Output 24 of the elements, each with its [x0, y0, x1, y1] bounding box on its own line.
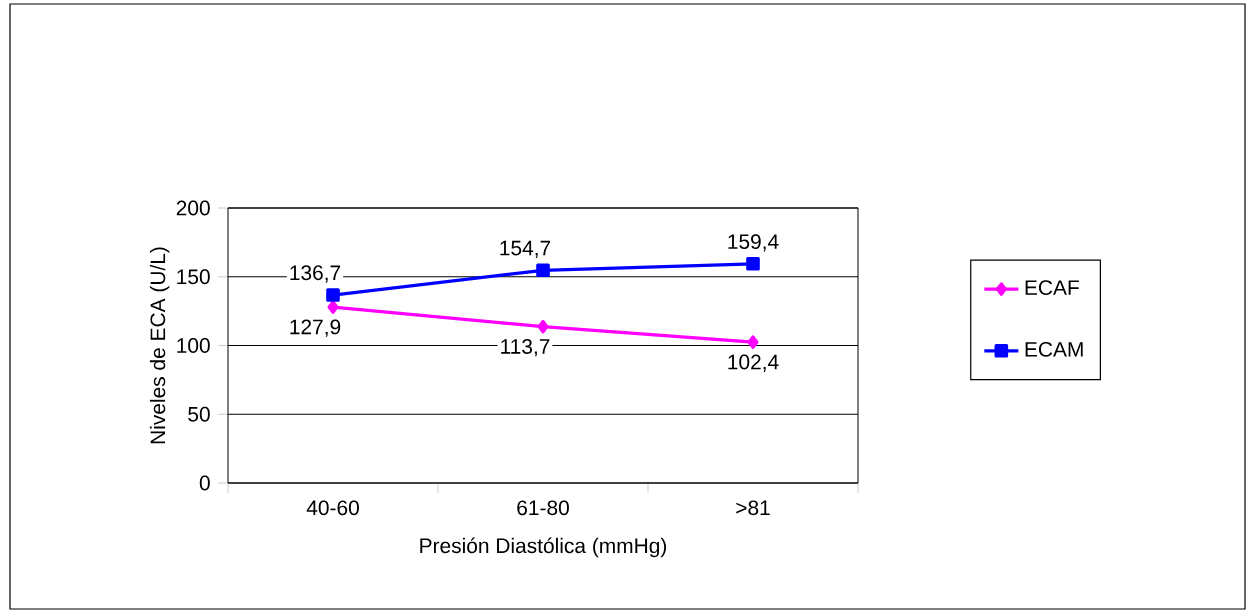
- legend-label: ECAM: [1025, 341, 1083, 357]
- data-label: 154,7: [500, 240, 551, 258]
- x-tick-label: 40-60: [306, 500, 359, 516]
- data-label: 113,7: [501, 339, 550, 357]
- point: [747, 335, 759, 349]
- data-label: 102,4: [728, 354, 779, 372]
- point: [746, 257, 760, 271]
- x-tick-label: 61-80: [517, 500, 569, 516]
- x-tick-label: >81: [736, 500, 770, 516]
- x-axis-title: Presión Diastólica (mmHg): [420, 537, 667, 558]
- point: [327, 300, 339, 314]
- y-tick-label: 0: [199, 475, 210, 491]
- y-tick-label: 200: [176, 200, 210, 216]
- point: [537, 319, 549, 334]
- data-label: 136,7: [290, 265, 341, 283]
- y-axis-title: Niveles de ECA (U/L): [149, 247, 170, 444]
- legend-label: ECAF: [1025, 280, 1079, 296]
- data-label: 127,9: [290, 319, 341, 337]
- data-label: 159,4: [728, 234, 779, 252]
- point: [536, 263, 550, 278]
- y-tick-label: 150: [177, 269, 210, 285]
- y-tick-label: 100: [177, 338, 210, 353]
- point: [326, 288, 340, 302]
- y-tick-label: 50: [188, 406, 210, 422]
